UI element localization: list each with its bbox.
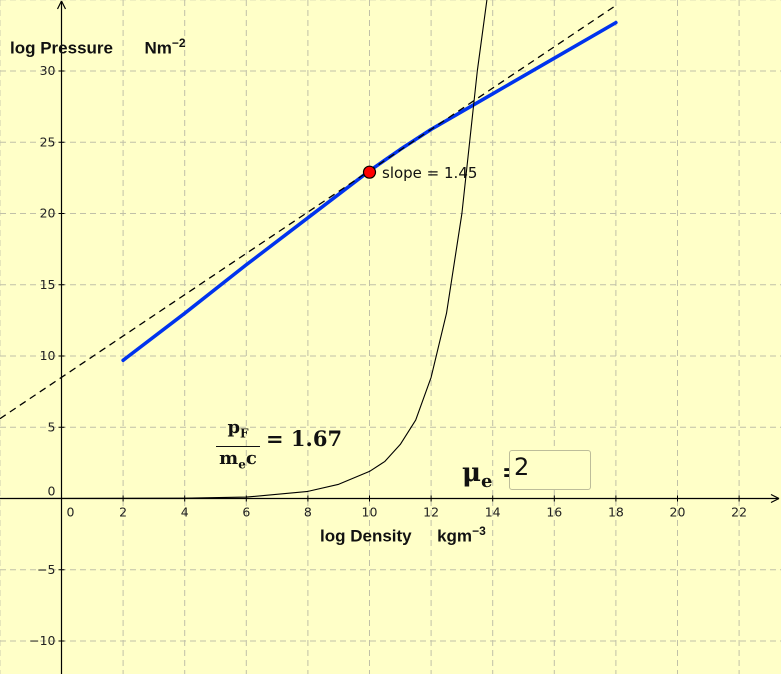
fraction-numerator: pF [227, 417, 249, 441]
momentum-ratio-curve [0, 0, 488, 500]
x-tick-label: 0 [67, 505, 75, 520]
x-tick-label: 22 [731, 505, 747, 520]
y-tick-label: 5 [48, 419, 56, 434]
x-axis-label: log Density [320, 526, 412, 546]
x-tick-label: 2 [119, 505, 127, 520]
y-axis-title: log Pressure Nm−2 [10, 36, 186, 59]
x-tick-label: 10 [362, 505, 378, 520]
x-tick-label: 6 [242, 505, 250, 520]
fraction-denominator: mec [219, 447, 257, 472]
x-axis-title: log Density kgm−3 [320, 524, 486, 547]
x-tick-label: 14 [485, 505, 501, 520]
tangent-point[interactable] [362, 165, 377, 179]
y-axis-arrow [56, 0, 67, 10]
x-tick-label: 12 [423, 505, 439, 520]
x-axis-unit-exp: −3 [472, 524, 486, 538]
y-axis-unit-exp: −2 [171, 36, 186, 50]
x-tick-label: 8 [304, 505, 312, 520]
tangent-line [0, 4, 617, 420]
pressure-density-curve [121, 20, 618, 363]
y-tick-label: 10 [40, 348, 56, 363]
x-tick-label: 18 [608, 505, 624, 520]
x-tick-label: 20 [670, 505, 686, 520]
x-axis-arrow [770, 493, 780, 504]
y-tick-label: 25 [40, 134, 56, 149]
mu-e-input[interactable]: 2 [509, 450, 591, 490]
series [0, 0, 618, 500]
x-axis-unit: kgm [437, 526, 473, 546]
momentum-ratio-fraction: pF mec [216, 418, 260, 474]
y-tick-label: 0 [48, 484, 56, 499]
slope-label: slope = 1.45 [382, 164, 477, 182]
y-tick-label: 20 [40, 206, 56, 221]
y-tick-label: 15 [40, 277, 56, 292]
points[interactable] [362, 165, 377, 179]
momentum-ratio-value: = 1.67 [266, 426, 343, 451]
tick-labels: 0 2 4 6 8 10 12 14 16 18 20 22 −10 −5 0 5 10 15 20 25 30 [29, 63, 747, 648]
y-axis-unit: Nm [144, 38, 172, 58]
x-tick-label: 4 [181, 505, 189, 520]
y-tick-label: 30 [40, 63, 56, 78]
x-tick-label: 16 [546, 505, 562, 520]
y-tick-label: −10 [29, 633, 55, 648]
y-tick-label: −5 [37, 562, 55, 577]
y-axis-label: log Pressure [10, 38, 113, 58]
fraction-bar [216, 445, 260, 447]
